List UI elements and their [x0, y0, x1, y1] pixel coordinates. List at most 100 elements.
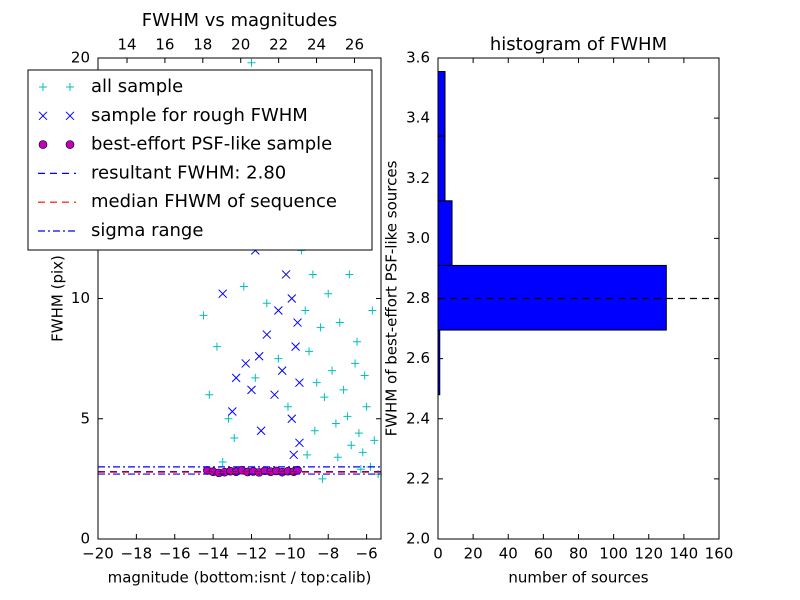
point [287, 294, 297, 303]
legend-label: best-effort PSF-like sample [91, 134, 332, 155]
x-tick-label: −16 [159, 545, 191, 563]
legend-marker [38, 111, 48, 121]
point [303, 450, 312, 459]
point [281, 270, 291, 279]
x-tick-label: 120 [634, 545, 663, 563]
x-tick-label: 80 [569, 545, 588, 563]
point [339, 385, 348, 394]
y-tick-label: 3.2 [406, 169, 430, 187]
point [295, 378, 304, 388]
x-axis-label: number of sources [508, 569, 648, 587]
point [199, 311, 208, 320]
x2-tick-label: 14 [117, 36, 136, 54]
legend-marker [39, 83, 47, 91]
point [247, 58, 256, 67]
point [287, 414, 297, 424]
y-tick-label: 3.0 [406, 229, 430, 247]
x-tick-label: 20 [464, 545, 483, 563]
point [316, 323, 325, 332]
legend-marker [38, 140, 48, 149]
point [368, 306, 377, 315]
point [273, 306, 283, 315]
x2-tick-label: 24 [307, 36, 326, 54]
y-tick-label: 10 [71, 289, 90, 307]
point [218, 458, 227, 467]
y-tick-label: 5 [80, 409, 90, 427]
chart-title: histogram of FWHM [490, 34, 667, 55]
point [295, 438, 304, 448]
point [231, 373, 241, 383]
point [212, 342, 221, 351]
x-tick-label: −20 [82, 545, 114, 563]
point [353, 337, 362, 346]
point [262, 330, 272, 339]
point [358, 448, 367, 457]
point [335, 318, 344, 327]
x-tick-label: 40 [499, 545, 518, 563]
x-tick-label: 60 [534, 545, 553, 563]
legend-label: all sample [91, 76, 183, 97]
x2-tick-label: 26 [345, 36, 364, 54]
legend-marker [65, 111, 75, 121]
point [289, 450, 299, 460]
legend-label: sigma range [91, 220, 203, 241]
point [347, 441, 356, 450]
point [274, 354, 283, 363]
point [328, 366, 337, 375]
y-tick-label: 2.2 [406, 469, 430, 487]
x2-tick-label: 20 [231, 36, 250, 54]
x-tick-label: 140 [670, 545, 699, 563]
point [241, 359, 251, 368]
x-tick-label: −14 [197, 545, 229, 563]
bar [437, 71, 446, 137]
legend: all sample sample for rough FWHM best-effo… [27, 69, 373, 251]
x-tick-label: 0 [433, 545, 443, 563]
point [333, 453, 342, 462]
legend-label: median FHWM of sequence [91, 191, 337, 212]
point [205, 390, 214, 399]
bar [437, 264, 667, 331]
y-axis-label: FWHM (pix) [49, 255, 67, 342]
point [251, 373, 260, 382]
point [247, 385, 256, 395]
axes-frame [437, 57, 720, 540]
x-axis-label: magnitude (bottom:isnt / top:calib) [108, 569, 372, 587]
y-tick-label: 3.4 [406, 109, 430, 127]
point [312, 378, 321, 387]
y-tick-label: 3.6 [406, 49, 430, 67]
point [224, 414, 233, 423]
point [227, 407, 237, 416]
point [230, 433, 239, 442]
point [362, 402, 371, 411]
x-tick-label: −10 [274, 545, 306, 563]
point [324, 289, 333, 298]
point [301, 306, 310, 315]
point [239, 282, 248, 291]
x-tick-label: −6 [356, 545, 378, 563]
y-tick-label: 2.8 [406, 289, 430, 307]
point [293, 318, 302, 327]
point [283, 402, 292, 411]
point [343, 412, 352, 421]
point [354, 429, 363, 438]
point [262, 299, 271, 308]
point [356, 465, 365, 474]
bar [437, 135, 446, 202]
point [310, 426, 319, 435]
chart-title: FWHM vs magnitudes [142, 10, 337, 31]
y-tick-label: 2.6 [406, 349, 430, 367]
point [360, 371, 369, 380]
x-tick-label: 100 [599, 545, 628, 563]
x2-tick-label: 16 [155, 36, 174, 54]
point [331, 419, 340, 428]
x-tick-label: −18 [121, 545, 153, 563]
legend-label: resultant FWHM: 2.80 [91, 162, 286, 183]
y-axis-label: FWHM of best-effort PSF-like sources [383, 160, 401, 436]
point [254, 351, 264, 361]
bar [437, 200, 453, 266]
x-tick-label: −8 [317, 545, 339, 563]
y-tick-label: 2.0 [406, 530, 430, 548]
point [277, 366, 287, 376]
axes-frame [97, 57, 382, 540]
